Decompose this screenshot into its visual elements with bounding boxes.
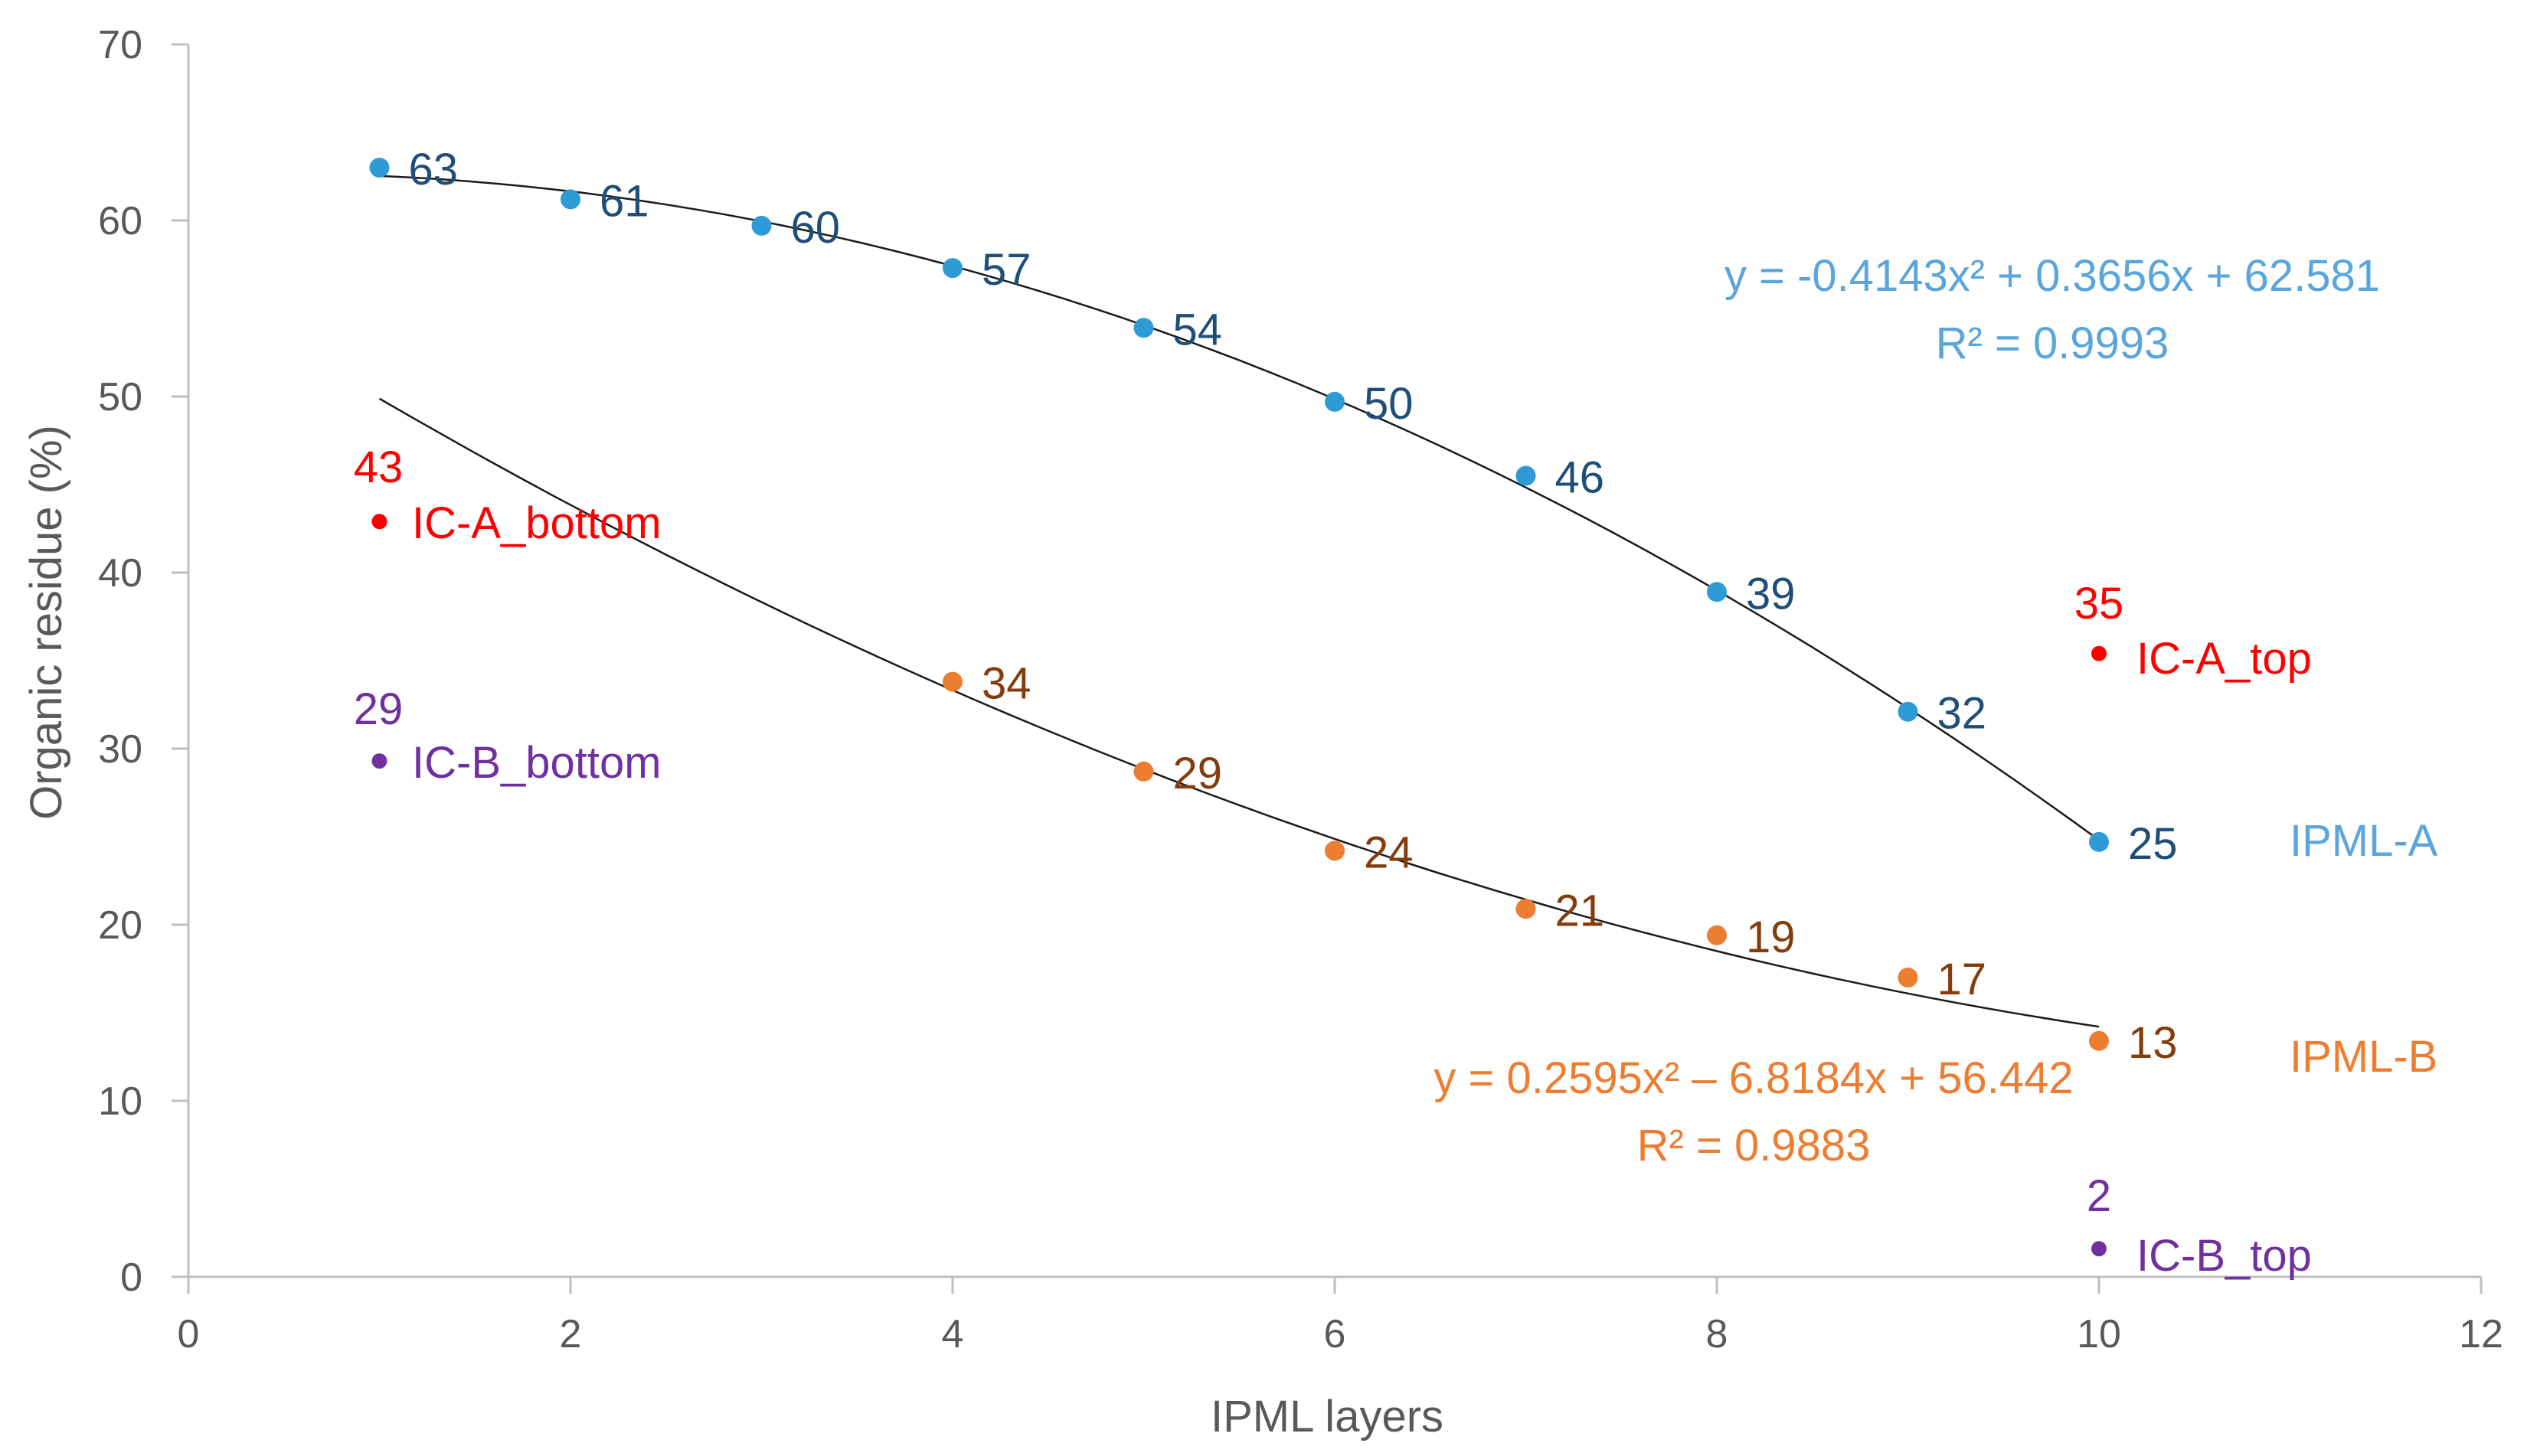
- ipml-b-value-label: 29: [1173, 749, 1223, 798]
- ipml-a-value-label: 46: [1555, 453, 1605, 503]
- x-tick-label: 2: [560, 1312, 582, 1356]
- ipml-b-series-name: IPML-B: [2290, 1032, 2437, 1082]
- ipml-a-point: [943, 258, 963, 279]
- ic-b-top-value-label: 2: [2087, 1171, 2111, 1221]
- ic-b-top-series-name: IC-B_top: [2136, 1231, 2312, 1281]
- ipml-a-value-label: 32: [1937, 689, 1987, 739]
- ipml-a-point: [1133, 318, 1154, 338]
- ipml-b-trendline: [378, 397, 2100, 1028]
- ipml-b-value-label: 17: [1937, 955, 1987, 1004]
- ipml-a-value-label: 61: [600, 176, 649, 226]
- ipml-b-point: [1133, 761, 1154, 782]
- ipml-b-trend-r-squared: R² = 0.9883: [1637, 1121, 1871, 1170]
- y-tick-label: 0: [120, 1255, 142, 1300]
- ipml-a-point: [561, 189, 580, 210]
- ic-a-top-point: [2091, 645, 2107, 661]
- y-tick-label: 10: [98, 1079, 142, 1124]
- ipml-b-trend-equation: y = 0.2595x² – 6.8184x + 56.442: [1433, 1053, 2073, 1103]
- y-tick-label: 70: [98, 23, 142, 67]
- annotations: y = -0.4143x² + 0.3656x + 62.581 R² = 0.9…: [412, 251, 2438, 1281]
- x-tick-label: 12: [2459, 1312, 2503, 1356]
- x-tick-label: 6: [1324, 1312, 1346, 1356]
- ipml-b-value-label: 19: [1746, 912, 1796, 962]
- ipml-b-point: [1515, 899, 1536, 919]
- ipml-a-trend-equation: y = -0.4143x² + 0.3656x + 62.581: [1724, 251, 2380, 301]
- ic-a-bottom-series-name: IC-A_bottom: [412, 498, 662, 548]
- ipml-b-value-label: 13: [2128, 1018, 2178, 1068]
- ipml-a-value-label: 50: [1364, 379, 1414, 429]
- ipml-a-point: [1515, 465, 1536, 486]
- ic-a-top-value-label: 35: [2074, 579, 2124, 628]
- ipml-a-point: [1325, 391, 1345, 412]
- ic-a-bottom-value-label: 43: [354, 442, 404, 492]
- x-tick-label: 10: [2077, 1312, 2121, 1356]
- ipml-b-value-label: 24: [1364, 828, 1414, 877]
- ic-a-bottom-point: [371, 514, 387, 530]
- y-axis-title: Organic residue (%): [21, 425, 71, 820]
- data-labels: 63 61 60 57 54 50 46 39 32 25 34 29 24 21 19 17 13 43 35 29…: [354, 145, 2178, 1221]
- ipml-a-point: [1707, 582, 1727, 602]
- ipml-a-point: [369, 158, 390, 178]
- ipml-a-value-label: 54: [1173, 305, 1223, 354]
- ipml-a-value-label: 57: [982, 245, 1031, 295]
- ipml-a-value-label: 25: [2128, 819, 2178, 869]
- ipml-a-trendline: [379, 175, 2100, 841]
- ic-b-bottom-value-label: 29: [354, 684, 404, 734]
- ic-a-top-series-name: IC-A_top: [2136, 634, 2312, 684]
- ipml-b-point: [2089, 1030, 2109, 1051]
- x-axis-title: IPML layers: [1211, 1392, 1443, 1441]
- ipml-a-series-name: IPML-A: [2290, 816, 2438, 866]
- ic-b-top-point: [2091, 1241, 2107, 1257]
- ipml-b-value-label: 34: [982, 659, 1031, 709]
- ipml-a-value-label: 63: [409, 145, 459, 194]
- ipml-b-point: [1898, 968, 1918, 988]
- ipml-a-point: [1898, 701, 1918, 722]
- y-tick-label: 60: [98, 199, 142, 243]
- y-tick-label: 30: [98, 727, 142, 772]
- ipml-a-value-label: 39: [1746, 569, 1796, 619]
- ipml-a-value-label: 60: [791, 203, 841, 253]
- ipml-b-point: [943, 671, 963, 692]
- ic-b-bottom-series-name: IC-B_bottom: [412, 738, 662, 788]
- x-tick-label: 8: [1706, 1312, 1728, 1356]
- ipml-b-point: [1325, 841, 1345, 861]
- y-tick-label: 40: [98, 551, 142, 596]
- y-tick-label: 50: [98, 375, 142, 419]
- ic-b-bottom-point: [371, 753, 387, 769]
- ipml-a-point: [2089, 831, 2109, 852]
- ipml-a-point: [751, 215, 772, 236]
- ipml-b-point: [1707, 925, 1727, 945]
- trendlines: [378, 175, 2100, 1028]
- data-points: [369, 158, 2109, 1257]
- x-tick-label: 0: [178, 1312, 200, 1356]
- ipml-b-value-label: 21: [1555, 886, 1605, 935]
- x-tick-label: 4: [942, 1312, 964, 1356]
- y-tick-label: 20: [98, 903, 142, 948]
- ipml-a-trend-r-squared: R² = 0.9993: [1936, 318, 2169, 368]
